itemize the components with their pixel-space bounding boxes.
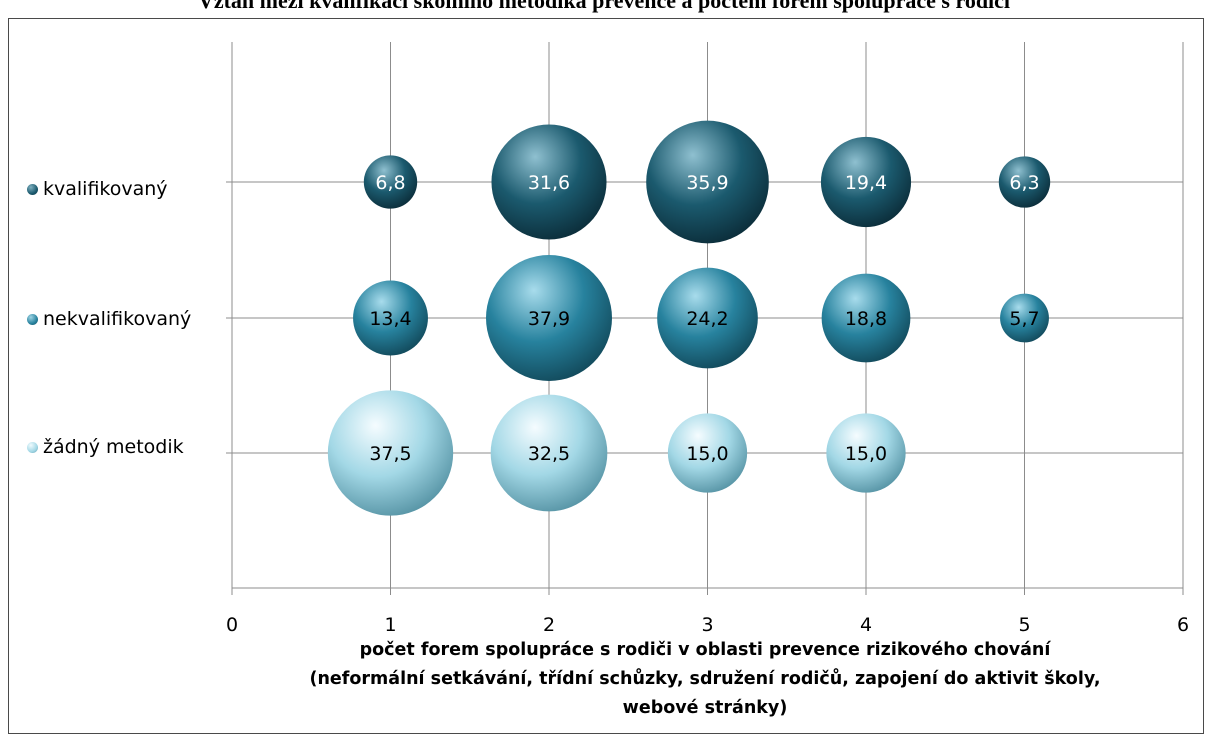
bubble-data-label: 37,9: [528, 308, 570, 330]
legend-item-zadny-metodik: žádný metodik: [27, 436, 184, 458]
x-tick-label: 5: [1018, 614, 1030, 636]
legend-label: žádný metodik: [43, 436, 184, 458]
bubble: [667, 413, 748, 493]
bubble-data-label: 35,9: [686, 172, 728, 194]
x-tick-label: 2: [543, 614, 555, 636]
bubble: [826, 413, 906, 493]
bubbles: 6,8 31,6 35,9 19,4 6,3 13,4 37,9 24,2 18,8 5,7 37,…: [327, 120, 1051, 516]
x-axis-label: počet forem spolupráce s rodiči v oblast…: [230, 636, 1180, 723]
bubble: [353, 280, 428, 356]
bubble: [1000, 293, 1049, 343]
x-axis: 0 1 2 3 4 5 6: [226, 42, 1189, 636]
bubble-data-label: 18,8: [845, 308, 887, 330]
bubble: [327, 390, 454, 516]
bubble-data-label: 15,0: [686, 443, 728, 465]
bubble-data-label: 6,8: [375, 172, 405, 194]
x-tick-label: 4: [860, 614, 872, 636]
bubble: [491, 124, 607, 240]
bubble: [657, 267, 758, 369]
x-axis-label-line: (neformální setkávání, třídní schůzky, s…: [309, 669, 1101, 689]
bubble-data-label: 5,7: [1009, 308, 1039, 330]
bubble-data-label: 6,3: [1009, 172, 1039, 194]
bubble: [821, 273, 911, 363]
bubble-data-label: 37,5: [369, 443, 411, 465]
bubble: [363, 155, 418, 209]
x-tick-label: 3: [701, 614, 713, 636]
legend-label: nekvalifikovaný: [43, 308, 192, 330]
x-tick-label: 6: [1177, 614, 1189, 636]
page-title: Vztah mezi kvalifikací školního metodika…: [197, 0, 1011, 13]
legend-item-kvalifikovany: kvalifikovaný: [27, 178, 168, 200]
x-tick-label: 1: [384, 614, 396, 636]
bubble: [998, 156, 1051, 208]
x-tick-label: 0: [226, 614, 238, 636]
legend-label: kvalifikovaný: [43, 178, 168, 200]
bubble-data-label: 13,4: [369, 308, 411, 330]
legend-item-nekvalifikovany: nekvalifikovaný: [27, 308, 191, 330]
x-axis-label-line: webové stránky): [622, 698, 788, 718]
bubble: [486, 255, 612, 381]
legend-marker-zadny-metodik: [27, 441, 38, 453]
bubble-data-label: 24,2: [686, 308, 728, 330]
bubble: [820, 136, 912, 228]
bubble-data-label: 32,5: [528, 443, 570, 465]
bubble-data-label: 31,6: [528, 172, 570, 194]
bubble: [490, 394, 608, 512]
bubble: [646, 120, 769, 244]
legend-marker-nekvalifikovany: [27, 313, 38, 325]
x-axis-label-line: počet forem spolupráce s rodiči v oblast…: [359, 640, 1051, 660]
bubble-data-label: 15,0: [845, 443, 887, 465]
legend-marker-kvalifikovany: [27, 183, 38, 195]
chart-frame: [8, 18, 1204, 734]
bubble-data-label: 19,4: [845, 172, 887, 194]
